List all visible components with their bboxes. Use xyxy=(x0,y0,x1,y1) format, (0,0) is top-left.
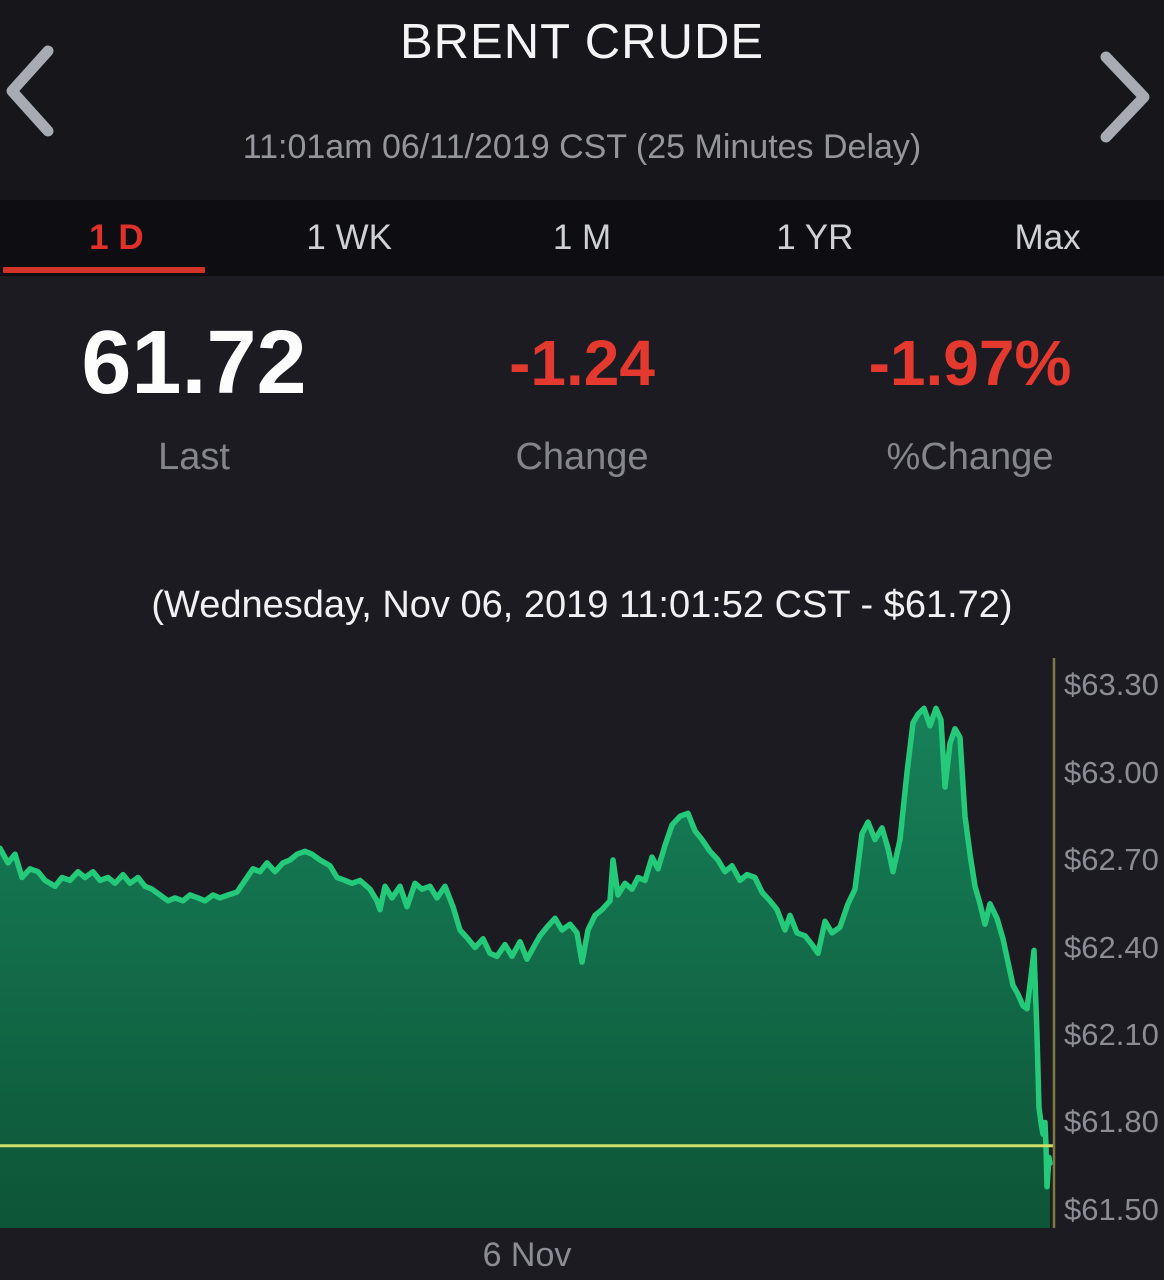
price-line xyxy=(0,705,1053,1190)
chart-canvas[interactable] xyxy=(0,658,1164,1228)
y-tick-label: $61.50 xyxy=(1064,1192,1159,1227)
next-symbol-button[interactable] xyxy=(1094,50,1156,144)
previous-symbol-button[interactable] xyxy=(2,44,60,138)
change-label: Change xyxy=(515,436,649,478)
tab-1m[interactable]: 1 M xyxy=(466,200,699,276)
header: BRENT CRUDE 11:01am 06/11/2019 CST (25 M… xyxy=(0,0,1164,200)
percent-change-label: %Change xyxy=(886,436,1054,478)
stat-change: -1.24 Change xyxy=(388,296,776,526)
y-tick-label: $62.10 xyxy=(1064,1017,1159,1052)
last-price-value: 61.72 xyxy=(81,312,307,413)
crosshair-readout: (Wednesday, Nov 06, 2019 11:01:52 CST - … xyxy=(151,584,1013,626)
page-title: BRENT CRUDE xyxy=(399,15,765,69)
stat-last: 61.72 Last xyxy=(0,296,388,526)
tab-max[interactable]: Max xyxy=(931,200,1164,276)
tab-1yr[interactable]: 1 YR xyxy=(698,200,931,276)
y-tick-label: $63.00 xyxy=(1064,755,1159,790)
last-price-label: Last xyxy=(158,436,230,478)
quote-stats: 61.72 Last -1.24 Change -1.97% %Change xyxy=(0,296,1164,526)
tab-1d[interactable]: 1 D xyxy=(0,200,233,276)
y-tick-label: $62.70 xyxy=(1064,842,1159,877)
price-chart[interactable] xyxy=(0,658,1164,1228)
change-value: -1.24 xyxy=(509,327,655,399)
x-axis-label: 6 Nov xyxy=(482,1236,572,1274)
y-tick-label: $62.40 xyxy=(1064,930,1159,965)
active-tab-underline xyxy=(3,267,205,273)
percent-change-value: -1.97% xyxy=(868,327,1072,399)
tab-1wk[interactable]: 1 WK xyxy=(233,200,466,276)
timestamp-subtitle: 11:01am 06/11/2019 CST (25 Minutes Delay… xyxy=(242,128,922,166)
y-tick-label: $61.80 xyxy=(1064,1104,1159,1139)
chevron-left-icon xyxy=(2,45,60,141)
stat-percent-change: -1.97% %Change xyxy=(776,296,1164,526)
area-fill xyxy=(0,708,1050,1228)
y-tick-label: $63.30 xyxy=(1064,667,1159,702)
chevron-right-icon xyxy=(1094,51,1156,147)
range-tabbar: 1 D 1 WK 1 M 1 YR Max xyxy=(0,200,1164,276)
